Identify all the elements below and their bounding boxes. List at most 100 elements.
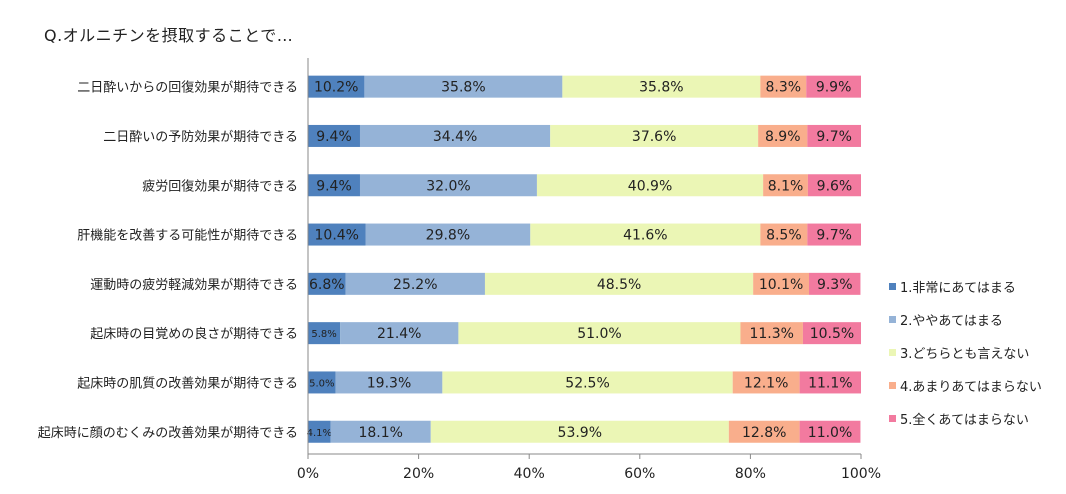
bar-segment — [308, 75, 365, 98]
bar-segment — [799, 371, 861, 394]
legend-label: 4.あまりあてはまらない — [900, 380, 1042, 395]
data-label: 10.5% — [810, 326, 854, 342]
bar-segment — [359, 174, 537, 197]
bar-segment — [330, 420, 431, 443]
data-label: 10.2% — [314, 80, 358, 96]
legend-label: 2.ややあてはまる — [900, 314, 1003, 329]
bar-segment — [308, 223, 366, 246]
category-label: 二日酔いからの回復効果が期待できる — [77, 80, 298, 96]
bar-segment — [308, 420, 331, 443]
bar-segment — [753, 272, 810, 295]
category-label: 起床時の目覚めの良さが期待できる — [90, 326, 298, 342]
legend-label: 1.非常にあてはまる — [900, 281, 1016, 296]
data-label: 11.1% — [808, 375, 852, 391]
category-label: 二日酔いの予防効果が期待できる — [103, 129, 298, 145]
legend-swatch — [889, 382, 896, 389]
data-label: 8.3% — [766, 80, 802, 96]
bar-segment — [802, 322, 861, 345]
bar-segment — [807, 223, 861, 246]
bar-segment — [308, 272, 346, 295]
data-label: 40.9% — [628, 178, 672, 194]
data-label: 35.8% — [639, 80, 683, 96]
bar-segment — [758, 124, 808, 147]
bar-segment — [806, 75, 861, 98]
bar-segment — [530, 223, 761, 246]
data-label: 8.5% — [766, 228, 802, 244]
chart-title: Q.オルニチンを摂取することで… — [44, 26, 294, 45]
data-label: 32.0% — [426, 178, 470, 194]
legend-swatch — [889, 316, 896, 323]
data-label: 4.1% — [307, 428, 332, 439]
data-label: 12.1% — [744, 375, 788, 391]
legend-swatch — [889, 349, 896, 356]
data-label: 9.9% — [816, 80, 852, 96]
data-label: 18.1% — [358, 425, 402, 441]
bar-segment — [364, 75, 563, 98]
data-label: 21.4% — [377, 326, 421, 342]
data-label: 9.7% — [816, 129, 852, 145]
bar-segment — [359, 124, 551, 147]
category-label: 起床時に顔のむくみの改善効果が期待できる — [38, 425, 298, 441]
data-label: 12.8% — [742, 425, 786, 441]
bar-segment — [308, 124, 360, 147]
data-label: 53.9% — [558, 425, 602, 441]
bar-segment — [799, 420, 861, 443]
bar-segment — [807, 124, 861, 147]
bar-segment — [308, 174, 360, 197]
x-tick-label: 100% — [841, 466, 881, 482]
data-label: 9.7% — [816, 228, 852, 244]
data-label: 9.3% — [817, 277, 853, 293]
data-label: 6.8% — [309, 277, 345, 293]
bar-segment — [335, 371, 443, 394]
data-label: 41.6% — [623, 228, 667, 244]
data-label: 51.0% — [577, 326, 621, 342]
bar-segment — [740, 322, 803, 345]
bar-segment — [484, 272, 754, 295]
x-tick-label: 60% — [624, 466, 655, 482]
bar-segment — [550, 124, 759, 147]
bar-segment — [760, 75, 807, 98]
bar-segment — [728, 420, 800, 443]
category-label: 運動時の疲労軽減効果が期待できる — [90, 277, 298, 293]
bar-segment — [365, 223, 531, 246]
data-label: 35.8% — [441, 80, 485, 96]
x-tick-label: 80% — [735, 466, 766, 482]
data-label: 25.2% — [393, 277, 437, 293]
data-label: 9.6% — [817, 178, 853, 194]
bar-segment — [809, 272, 861, 295]
data-label: 52.5% — [565, 375, 609, 391]
legend-swatch — [889, 283, 896, 290]
data-label: 29.8% — [426, 228, 470, 244]
data-label: 5.8% — [311, 329, 336, 340]
bar-segment — [458, 322, 741, 345]
data-label: 9.4% — [316, 178, 352, 194]
bar-segment — [807, 174, 861, 197]
data-label: 11.3% — [749, 326, 793, 342]
bar-segment — [430, 420, 729, 443]
data-label: 19.3% — [367, 375, 411, 391]
x-tick-label: 20% — [403, 466, 434, 482]
bar-segment — [308, 322, 341, 345]
bar-segment — [562, 75, 761, 98]
bar-segment — [340, 322, 459, 345]
category-label: 肝機能を改善する可能性が期待できる — [77, 228, 298, 244]
data-label: 8.1% — [768, 178, 804, 194]
category-label: 疲労回復効果が期待できる — [142, 178, 298, 194]
bar-segment — [760, 223, 808, 246]
data-label: 9.4% — [316, 129, 352, 145]
bar-segment — [308, 371, 336, 394]
x-tick-label: 0% — [297, 466, 319, 482]
bar-segment — [763, 174, 808, 197]
bar-segment — [442, 371, 733, 394]
data-label: 8.9% — [765, 129, 801, 145]
data-label: 10.4% — [315, 228, 359, 244]
data-label: 10.1% — [759, 277, 803, 293]
data-label: 5.0% — [309, 378, 334, 389]
data-label: 11.0% — [808, 425, 852, 441]
bar-segment — [732, 371, 800, 394]
data-label: 34.4% — [433, 129, 477, 145]
legend-label: 3.どちらとも言えない — [900, 347, 1029, 362]
bar-segment — [536, 174, 764, 197]
legend-label: 5.全くあてはまらない — [900, 412, 1029, 428]
